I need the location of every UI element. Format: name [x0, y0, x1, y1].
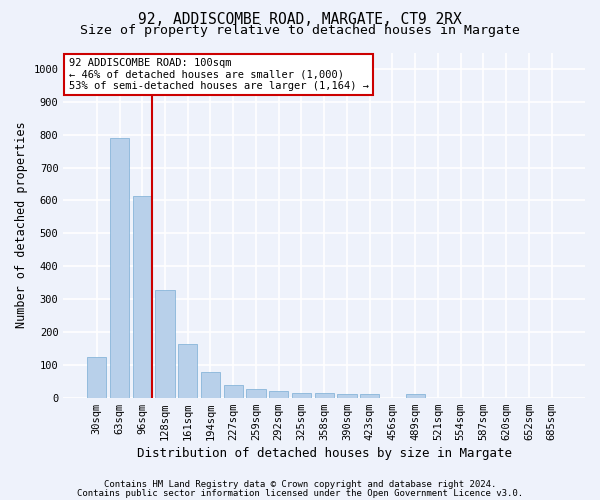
Bar [360, 394, 379, 398]
Bar [314, 393, 334, 398]
X-axis label: Distribution of detached houses by size in Margate: Distribution of detached houses by size … [137, 447, 512, 460]
Text: Size of property relative to detached houses in Margate: Size of property relative to detached ho… [80, 24, 520, 37]
Bar [87, 356, 106, 398]
Bar [269, 391, 289, 398]
Text: 92, ADDISCOMBE ROAD, MARGATE, CT9 2RX: 92, ADDISCOMBE ROAD, MARGATE, CT9 2RX [138, 12, 462, 28]
Bar [224, 384, 243, 398]
Y-axis label: Number of detached properties: Number of detached properties [15, 122, 28, 328]
Text: Contains HM Land Registry data © Crown copyright and database right 2024.: Contains HM Land Registry data © Crown c… [104, 480, 496, 489]
Bar [247, 390, 266, 398]
Bar [178, 344, 197, 398]
Bar [201, 372, 220, 398]
Bar [133, 196, 152, 398]
Bar [110, 138, 129, 398]
Bar [337, 394, 356, 398]
Text: Contains public sector information licensed under the Open Government Licence v3: Contains public sector information licen… [77, 488, 523, 498]
Text: 92 ADDISCOMBE ROAD: 100sqm
← 46% of detached houses are smaller (1,000)
53% of s: 92 ADDISCOMBE ROAD: 100sqm ← 46% of deta… [68, 58, 368, 91]
Bar [292, 393, 311, 398]
Bar [155, 290, 175, 398]
Bar [406, 394, 425, 398]
